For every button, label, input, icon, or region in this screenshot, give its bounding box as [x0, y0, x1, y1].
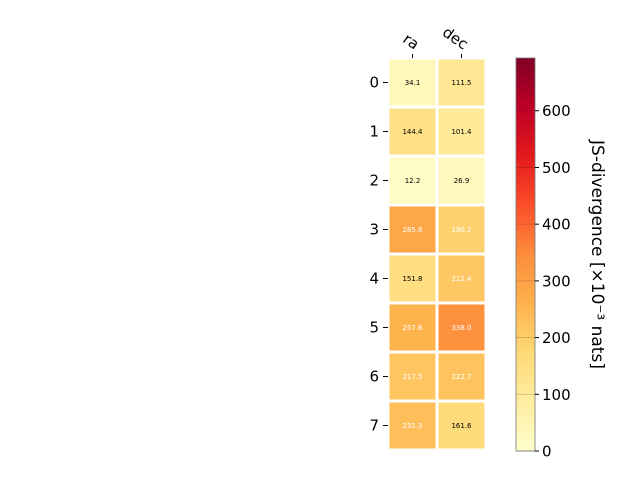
- heatmap-cell: [438, 59, 485, 106]
- y-tick-label: 4: [369, 270, 379, 288]
- heatmap-cell: [389, 206, 436, 253]
- heatmap-cell: [438, 353, 485, 400]
- heatmap-cell: [389, 255, 436, 302]
- cell-value-label: 231.3: [402, 422, 422, 430]
- heatmap-cells: 34.1 111.5 144.4 101.4 12.2 26.9 285.6 190.2 151…: [389, 59, 485, 449]
- heatmap-cell: [438, 402, 485, 449]
- heatmap-cell: [389, 402, 436, 449]
- y-tick-label: 5: [369, 319, 379, 337]
- y-tick-label: 2: [369, 172, 379, 190]
- colorbar-tick-label: 600: [542, 102, 571, 120]
- cell-value-label: 257.6: [402, 324, 423, 332]
- cell-value-label: 144.4: [402, 128, 423, 136]
- cell-value-label: 161.6: [451, 422, 472, 430]
- cell-value-label: 190.2: [451, 226, 471, 234]
- heatmap-cell: [389, 353, 436, 400]
- colorbar-label: JS-divergence [×10⁻³ nats]: [587, 139, 607, 369]
- heatmap-cell: [389, 59, 436, 106]
- cell-value-label: 12.2: [405, 177, 421, 185]
- cell-value-label: 101.4: [451, 128, 472, 136]
- heatmap-cell: [438, 108, 485, 155]
- x-tick-label: ra: [400, 30, 423, 54]
- y-tick-label: 1: [369, 123, 379, 141]
- y-tick-label: 6: [369, 368, 379, 386]
- colorbar-tick-label: 500: [542, 159, 571, 177]
- cell-value-label: 212.4: [451, 275, 472, 283]
- colorbar-tick-label: 200: [542, 329, 571, 347]
- heatmap-cell: [389, 157, 436, 204]
- colorbar-tick-label: 400: [542, 216, 571, 234]
- colorbar-tick-label: 0: [542, 443, 552, 461]
- x-axis-ticks: ra dec: [400, 23, 472, 58]
- cell-value-label: 338.0: [451, 324, 471, 332]
- colorbar-tick-label: 100: [542, 386, 571, 404]
- cell-value-label: 222.7: [451, 373, 471, 381]
- colorbar: 0 100 200 300 400 500 600 JS-divergence [×10⁻³…: [515, 57, 607, 461]
- heatmap-cell: [438, 304, 485, 351]
- heatmap-cell: [438, 206, 485, 253]
- y-axis-ticks: 0 1 2 3 4 5 6 7: [369, 74, 388, 435]
- heatmap-cell: [389, 108, 436, 155]
- heatmap-cell: [438, 157, 485, 204]
- cell-value-label: 151.8: [402, 275, 422, 283]
- colorbar-gradient: [515, 57, 536, 452]
- cell-value-label: 285.6: [402, 226, 423, 234]
- y-tick-label: 0: [369, 74, 379, 92]
- heatmap-cell: [438, 255, 485, 302]
- x-tick-label: dec: [439, 23, 471, 53]
- heatmap-cell: [389, 304, 436, 351]
- cell-value-label: 34.1: [405, 79, 421, 87]
- colorbar-tick-label: 300: [542, 272, 571, 290]
- cell-value-label: 26.9: [454, 177, 470, 185]
- cell-value-label: 217.5: [402, 373, 422, 381]
- cell-value-label: 111.5: [451, 79, 471, 87]
- y-tick-label: 3: [369, 221, 379, 239]
- colorbar-ticks: 0 100 200 300 400 500 600: [516, 102, 571, 461]
- y-tick-label: 7: [369, 417, 379, 435]
